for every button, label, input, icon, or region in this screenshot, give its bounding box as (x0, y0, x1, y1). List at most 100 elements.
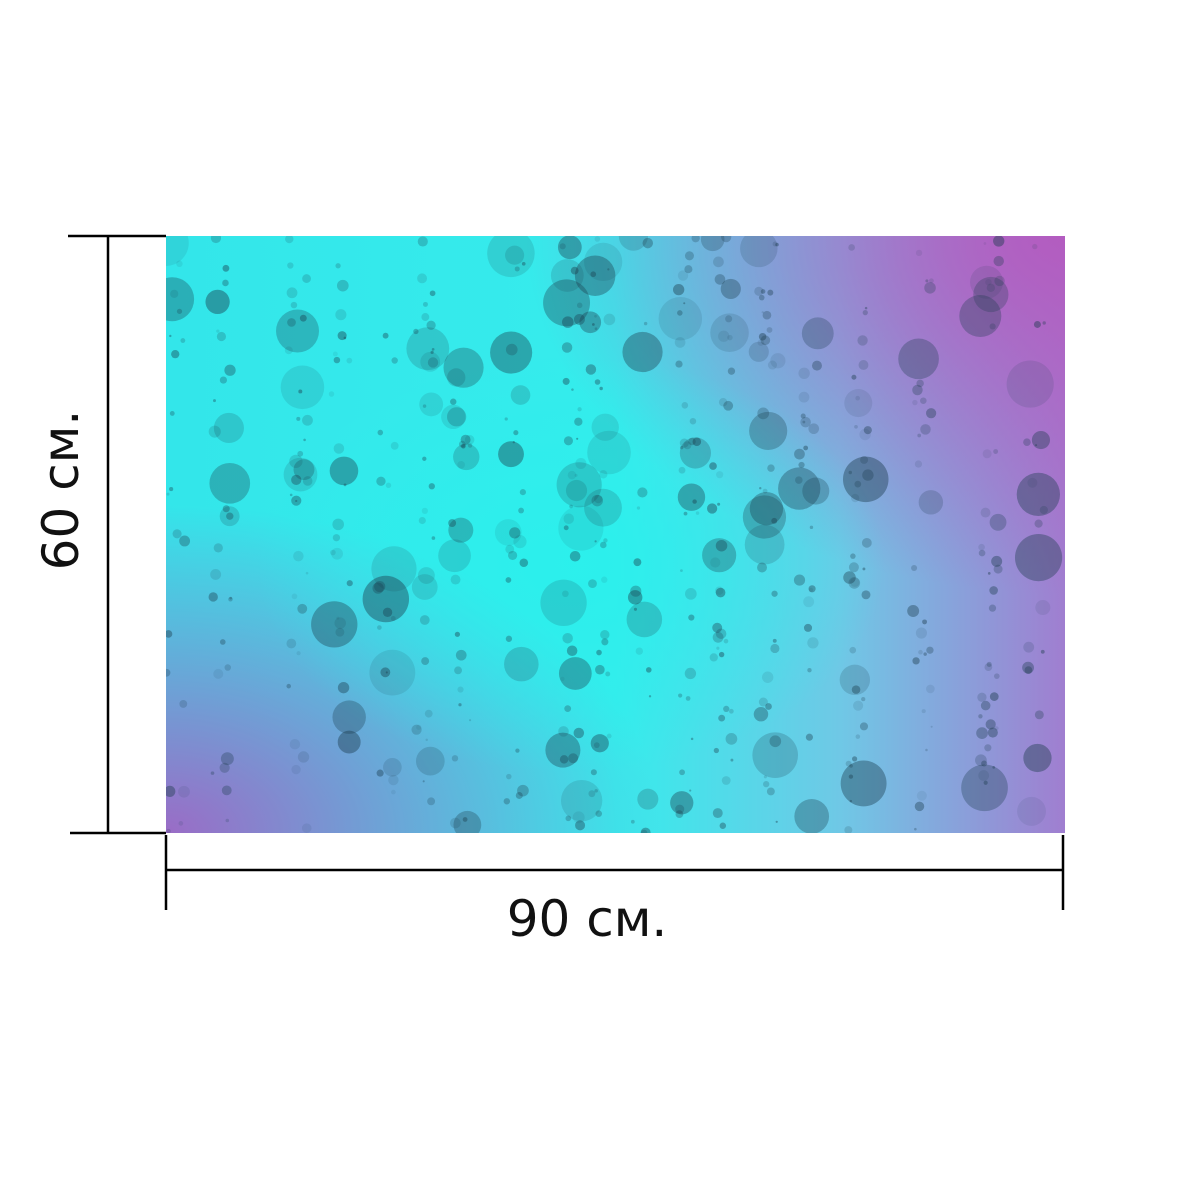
bubble (769, 735, 782, 748)
bubble (166, 785, 176, 797)
bubble (438, 539, 471, 573)
bubble (362, 575, 410, 623)
bubble (430, 350, 434, 354)
bubble (417, 236, 428, 247)
bubble (740, 236, 778, 268)
bubble (505, 544, 515, 554)
bubble (991, 555, 1003, 567)
bubble (642, 237, 654, 249)
bubble (808, 587, 814, 593)
bubble (385, 482, 392, 489)
bubble (421, 507, 428, 514)
bubble (332, 700, 366, 734)
bubble (989, 323, 996, 330)
bubble (600, 630, 610, 640)
bubble (915, 249, 923, 257)
bubble (205, 289, 230, 314)
bubble (805, 733, 813, 741)
bubble (706, 503, 718, 514)
bubble (993, 449, 999, 454)
bubble (426, 320, 436, 330)
bubble (335, 627, 345, 637)
bubble (975, 754, 987, 767)
bubble (977, 692, 987, 702)
bubble (451, 755, 459, 762)
bubble (166, 668, 171, 677)
bubble (852, 756, 858, 762)
bubble (376, 476, 386, 486)
bubble (289, 493, 293, 497)
bubble (800, 416, 811, 428)
bubble (510, 385, 531, 405)
bubble (577, 407, 582, 412)
bubble (692, 499, 697, 504)
bubble (417, 567, 435, 584)
bubble (453, 810, 482, 833)
bubble (332, 534, 341, 542)
bubble (988, 604, 997, 612)
bubble (166, 828, 171, 833)
bubble (753, 706, 769, 722)
bubble (849, 646, 857, 654)
bubble (299, 314, 307, 322)
bubble (297, 751, 310, 763)
bubble (658, 296, 703, 341)
bubble (594, 236, 601, 242)
bubble (677, 270, 689, 281)
bubble (590, 734, 609, 753)
bubble (303, 438, 306, 442)
bubble (490, 331, 533, 374)
bubble (767, 464, 775, 472)
bubble (712, 808, 723, 819)
bubble (702, 538, 737, 573)
bubble (709, 462, 717, 470)
bubble (514, 266, 520, 272)
bubble (222, 264, 230, 272)
bubble (565, 479, 588, 502)
bubble (917, 433, 922, 438)
bubble (854, 480, 862, 488)
bubble (296, 651, 301, 656)
bubble (1024, 666, 1033, 674)
bubble (645, 667, 652, 673)
bubble (169, 410, 175, 416)
bubble (985, 719, 996, 730)
bubble (637, 788, 659, 810)
bubble (336, 279, 349, 292)
bubble (557, 236, 582, 260)
bubble (566, 645, 578, 657)
bubble (898, 338, 939, 380)
bubble (596, 649, 602, 656)
bubble (762, 488, 768, 494)
bubble (515, 791, 523, 799)
bubble (630, 585, 642, 597)
bubble (848, 774, 854, 779)
bubble (859, 722, 869, 731)
bubble (844, 826, 853, 833)
bubble (684, 667, 697, 680)
bubble (417, 273, 428, 284)
bubble (926, 646, 934, 654)
bubble (1027, 477, 1038, 488)
bubble (506, 773, 512, 780)
bubble (775, 242, 779, 247)
bubble (418, 516, 426, 525)
bubble (595, 664, 605, 675)
bubble (1031, 430, 1051, 450)
bubble (976, 727, 988, 739)
bubble (280, 365, 325, 410)
bubble (219, 639, 226, 645)
bubble (210, 771, 215, 775)
bubble (169, 334, 172, 338)
bubble (521, 261, 526, 266)
bubble (727, 334, 733, 341)
bubble (172, 529, 182, 539)
bubble (562, 590, 569, 598)
bubbles (166, 236, 1063, 833)
bubble (725, 733, 738, 745)
bubble (562, 377, 570, 385)
bubble (447, 368, 466, 387)
bubble (765, 703, 772, 710)
bubble (584, 242, 623, 282)
bubble (286, 638, 297, 649)
